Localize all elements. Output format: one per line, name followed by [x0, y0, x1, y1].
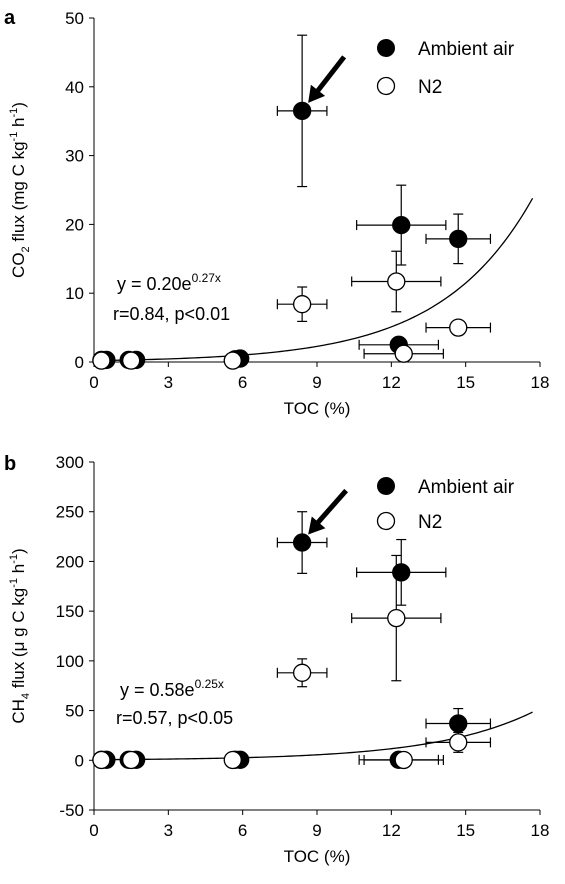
- y-tick-label: 0: [75, 353, 84, 372]
- y-tick-label: 0: [75, 751, 84, 770]
- data-point-n2: [292, 663, 312, 682]
- y-tick-label: 250: [56, 503, 84, 522]
- y-tick-label: 200: [56, 552, 84, 571]
- y-axis-label: CH4 flux (μ g C kg-1 h-1): [8, 548, 32, 723]
- equation-exponent: 0.25x: [195, 677, 224, 691]
- equation-annotation: y = 0.20e0.27x: [117, 271, 221, 294]
- y-label-text: CH: [9, 699, 28, 724]
- data-point-ambient-air: [392, 563, 411, 582]
- equation-text: y = 0.20e: [117, 274, 192, 294]
- y-label-text: CO: [9, 252, 28, 278]
- y-tick-label: 10: [65, 284, 84, 303]
- data-point-ambient-air: [449, 714, 468, 733]
- stats-annotation: r=0.84, p<0.01: [113, 304, 230, 324]
- x-tick-label: 6: [238, 821, 247, 840]
- y-label-superscript: -1: [8, 132, 20, 142]
- legend-marker-n2: [376, 511, 396, 531]
- x-tick-label: 15: [456, 373, 475, 392]
- legend-label-ambient-air: Ambient air: [418, 477, 515, 498]
- data-point-n2: [122, 750, 141, 770]
- y-label-subscript: 2: [20, 246, 32, 252]
- data-point-n2: [449, 318, 468, 337]
- y-label-text: flux (mg C kg: [9, 141, 28, 246]
- x-tick-label: 12: [382, 373, 401, 392]
- data-point-ambient-air: [292, 533, 312, 552]
- arrow-shaft: [314, 488, 349, 527]
- y-tick-label: 50: [65, 9, 84, 28]
- data-point-n2: [223, 750, 242, 770]
- y-label-text: flux (μ g C kg: [9, 588, 28, 693]
- y-tick-label: -50: [59, 801, 84, 820]
- legend-label-n2: N2: [418, 512, 442, 533]
- data-point-ambient-air: [392, 215, 411, 235]
- y-tick-label: 50: [65, 702, 84, 721]
- x-tick-label: 9: [312, 373, 321, 392]
- data-point-n2: [394, 344, 413, 363]
- arrow-shaft: [314, 55, 347, 95]
- x-tick-label: 3: [164, 373, 173, 392]
- y-axis-label: CO2 flux (mg C kg-1 h-1): [8, 102, 32, 278]
- legend-marker-n2: [376, 76, 396, 96]
- y-label-text: ): [9, 548, 28, 554]
- x-tick-label: 12: [382, 821, 401, 840]
- data-point-n2: [92, 351, 111, 370]
- x-axis-label: TOC (%): [284, 847, 351, 866]
- y-label-text: h: [9, 118, 28, 132]
- x-tick-label: 18: [531, 373, 550, 392]
- x-axis-label: TOC (%): [284, 399, 351, 418]
- y-tick-label: 100: [56, 652, 84, 671]
- panel-label: a: [4, 7, 16, 29]
- x-tick-label: 18: [531, 821, 550, 840]
- data-point-n2: [122, 351, 141, 370]
- x-tick-label: 9: [312, 821, 321, 840]
- equation-exponent: 0.27x: [192, 271, 221, 285]
- data-point-n2: [92, 750, 111, 770]
- x-tick-label: 6: [238, 373, 247, 392]
- data-point-n2: [394, 750, 413, 770]
- data-point-n2: [387, 272, 406, 291]
- y-label-text: h: [9, 564, 28, 578]
- x-tick-label: 15: [456, 821, 475, 840]
- arrow-head: [308, 84, 326, 103]
- x-tick-label: 3: [164, 821, 173, 840]
- equation-annotation: y = 0.58e0.25x: [120, 677, 224, 700]
- y-label-superscript: -1: [8, 108, 20, 118]
- y-label-superscript: -1: [8, 578, 20, 588]
- y-tick-label: 30: [65, 147, 84, 166]
- fit-curve: [101, 197, 534, 362]
- y-tick-label: 20: [65, 215, 84, 234]
- legend-label-ambient-air: Ambient air: [418, 39, 515, 60]
- data-point-ambient-air: [449, 229, 468, 248]
- legend: Ambient air N2: [376, 477, 515, 533]
- legend-marker-ambient-air: [377, 477, 395, 495]
- y-label-text: ): [9, 102, 28, 108]
- chart-panel-b: b 0 3 6 9 12 15 18 -50 0 50 100 150 200 250 300 TOC (%) C…: [4, 453, 549, 866]
- y-tick-label: 300: [56, 453, 84, 472]
- data-point-n2: [292, 295, 312, 314]
- y-label-superscript: -1: [8, 554, 20, 564]
- stats-annotation: r=0.57, p<0.05: [116, 708, 233, 728]
- x-tick-label: 0: [89, 373, 98, 392]
- data-point-n2: [223, 351, 242, 370]
- data-point-n2: [449, 733, 468, 752]
- chart-panel-a: a 0 3 6 9 12 15 18 0 10 20 30 40 50 TOC (%) CO2 flux (m…: [4, 7, 549, 418]
- data-point-ambient-air: [292, 101, 312, 121]
- legend: Ambient air N2: [376, 39, 515, 98]
- panel-label: b: [4, 453, 16, 475]
- equation-text: y = 0.58e: [120, 680, 195, 700]
- y-tick-label: 40: [65, 78, 84, 97]
- legend-label-n2: N2: [418, 77, 442, 98]
- y-tick-label: 150: [56, 602, 84, 621]
- y-label-subscript: 4: [20, 693, 32, 699]
- legend-marker-ambient-air: [377, 39, 395, 57]
- data-point-n2: [387, 608, 406, 628]
- arrow-head: [308, 516, 326, 535]
- x-tick-label: 0: [89, 821, 98, 840]
